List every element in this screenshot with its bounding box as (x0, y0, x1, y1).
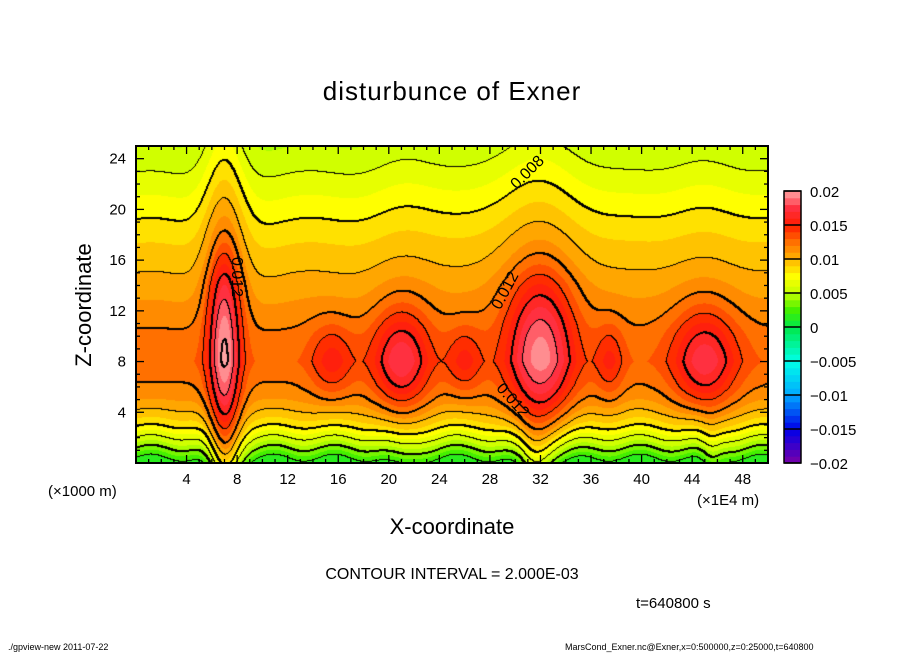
colorbar-swatch (784, 211, 801, 219)
colorbar-swatch (784, 231, 801, 240)
contour-plot-area (136, 146, 768, 463)
colorbar-swatch (784, 197, 801, 206)
colorbar-swatch (784, 401, 801, 410)
colorbar-swatch (784, 313, 801, 321)
x-tick-label: 8 (233, 471, 241, 488)
colorbar-swatch (784, 265, 801, 274)
colorbar-swatch (784, 415, 801, 423)
x-tick-label: 48 (734, 471, 751, 488)
colorbar-swatch (784, 361, 801, 369)
y-axis-label: Z-coordinate (71, 243, 96, 367)
x-tick-label: 28 (482, 471, 499, 488)
y-tick-label: 12 (109, 303, 126, 320)
contour-interval-text: CONTOUR INTERVAL = 2.000E-03 (325, 566, 579, 583)
colorbar-tick-label: −0.005 (810, 354, 856, 371)
colorbar-swatch (784, 381, 801, 389)
colorbar-tick-label: 0.01 (810, 252, 839, 269)
x-tick-label: 12 (279, 471, 296, 488)
colorbar-swatch (784, 422, 801, 430)
colorbar-tick-label: 0.015 (810, 218, 848, 235)
colorbar-swatch (784, 299, 801, 308)
y-tick-label: 24 (109, 151, 126, 168)
colorbar-swatch (784, 333, 801, 342)
colorbar-swatch (784, 408, 801, 416)
footer-program-date: ./gpview-new 2011-07-22 (8, 642, 109, 652)
y-tick-label: 4 (118, 404, 126, 421)
colorbar-swatch (784, 238, 801, 246)
colorbar-swatch (784, 354, 801, 362)
colorbar-swatch (784, 374, 801, 382)
colorbar-swatch (784, 306, 801, 314)
colorbar-swatch (784, 449, 801, 457)
colorbar-swatch (784, 456, 801, 464)
colorbar-tick-label: 0.02 (810, 184, 839, 201)
x-unit-note: (×1E4 m) (697, 492, 760, 509)
colorbar-swatch (784, 320, 801, 328)
colorbar-tick-label: −0.01 (810, 388, 848, 405)
colorbar-tick-label: 0.005 (810, 286, 848, 303)
x-tick-label: 20 (380, 471, 397, 488)
colorbar-swatch (784, 279, 801, 287)
x-tick-label: 36 (583, 471, 600, 488)
y-unit-note: (×1000 m) (48, 483, 117, 500)
x-tick-label: 32 (532, 471, 549, 488)
contour-label: 0.012 (228, 256, 246, 298)
y-tick-label: 16 (109, 252, 126, 269)
x-tick-label: 44 (684, 471, 701, 488)
colorbar-swatch (784, 218, 801, 226)
colorbar-frame (783, 190, 802, 464)
colorbar-swatch (784, 293, 801, 301)
time-label: t=640800 s (636, 595, 711, 612)
y-tick-label: 20 (109, 201, 126, 218)
plot-frame (135, 145, 769, 464)
colorbar-swatch (784, 327, 801, 335)
footer-data-source: MarsCond_Exner.nc@Exner,x=0:500000,z=0:2… (565, 642, 814, 652)
x-tick-label: 4 (182, 471, 190, 488)
colorbar-swatch (784, 245, 801, 253)
x-tick-label: 40 (633, 471, 650, 488)
colorbar-swatch (784, 435, 801, 444)
y-tick-label: 8 (118, 354, 126, 371)
colorbar-tick-label: −0.015 (810, 422, 856, 439)
colorbar-swatch (784, 395, 801, 403)
colorbar-swatch (784, 367, 801, 376)
colorbar-swatch (784, 191, 801, 199)
x-axis-label: X-coordinate (389, 514, 515, 539)
colorbar-swatch (784, 429, 801, 437)
colorbar-swatch (784, 388, 801, 396)
colorbar-swatch (784, 272, 801, 280)
colorbar-swatch (784, 252, 801, 260)
x-tick-label: 24 (431, 471, 448, 488)
colorbar-swatch (784, 347, 801, 355)
colorbar-swatch (784, 225, 801, 233)
colorbar-swatch (784, 204, 801, 212)
chart-title: disturbunce of Exner (322, 76, 582, 106)
colorbar-swatch (784, 259, 801, 267)
colorbar-tick-label: −0.02 (810, 456, 848, 473)
colorbar-swatch (784, 286, 801, 294)
x-tick-label: 16 (330, 471, 347, 488)
colorbar-tick-label: 0 (810, 320, 818, 337)
colorbar-swatch (784, 442, 801, 450)
colorbar-swatch (784, 340, 801, 348)
